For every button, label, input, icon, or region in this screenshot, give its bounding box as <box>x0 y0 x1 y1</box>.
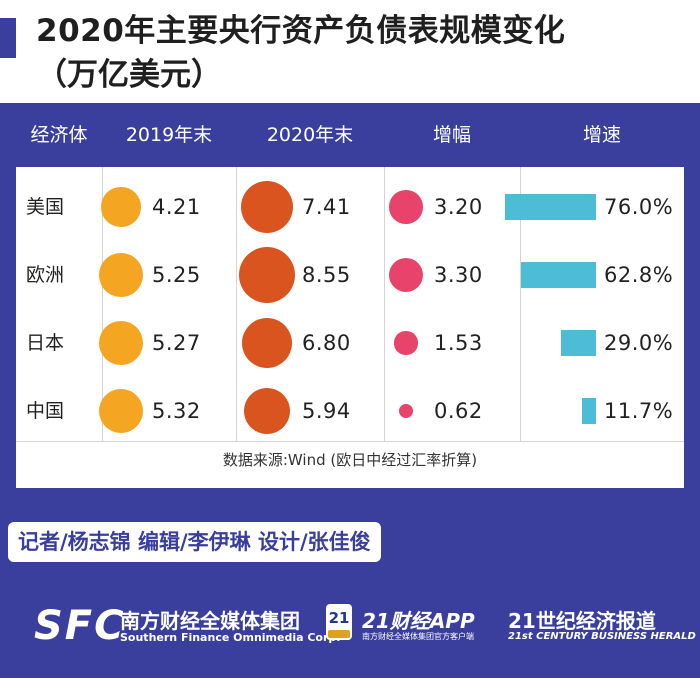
bubble-2019 <box>101 187 141 227</box>
data-source-note: 数据来源:Wind (欧日中经过汇率折算) <box>222 451 478 469</box>
value-2019: 5.27 <box>152 331 201 355</box>
economy-label: 中国 <box>26 400 65 422</box>
bubble-increase <box>398 403 414 419</box>
app-badge-number: 21 <box>328 609 350 627</box>
herald-name-en: 21st CENTURY BUSINESS HERALD <box>508 631 696 642</box>
table-row: 日本 5.27 6.80 1.53 29.0% <box>16 309 684 377</box>
header-increase: 增幅 <box>432 124 471 146</box>
value-2019: 5.25 <box>152 263 201 287</box>
value-2020: 8.55 <box>302 263 351 287</box>
bubble-2020 <box>240 180 294 234</box>
bubble-2019 <box>98 388 144 434</box>
column-divider <box>520 167 521 441</box>
bubble-2019 <box>99 321 143 365</box>
value-increase: 3.30 <box>434 263 483 287</box>
table-header: 经济体 2019年末 2020年末 增幅 增速 <box>16 103 684 167</box>
header-2020: 2020年末 <box>266 124 354 146</box>
value-increase: 0.62 <box>434 399 483 423</box>
economy-label: 欧洲 <box>26 264 65 286</box>
value-increase: 3.20 <box>434 195 483 219</box>
value-growth: 76.0% <box>604 195 674 219</box>
chart-title: 2020年主要央行资产负债表规模变化 <box>36 13 566 49</box>
value-growth: 29.0% <box>604 331 674 355</box>
value-growth: 11.7% <box>604 399 674 423</box>
app-title: 21财经APP <box>362 609 475 633</box>
economy-label: 日本 <box>26 332 65 354</box>
app-subtitle: 南方财经全媒体集团官方客户端 <box>362 632 474 641</box>
bubble-increase <box>389 190 423 224</box>
header-2019: 2019年末 <box>125 124 213 146</box>
value-2019: 5.32 <box>152 399 201 423</box>
value-2020: 6.80 <box>302 331 351 355</box>
header-economy: 经济体 <box>30 124 88 146</box>
growth-bar <box>504 194 596 220</box>
app-badge-icon: 21 <box>326 604 352 640</box>
footer-bar: SFC 南方财经全媒体集团 Southern Finance Omnimedia… <box>0 583 700 678</box>
table-row: 欧洲 5.25 8.55 3.30 62.8% <box>16 241 684 309</box>
bubble-2020 <box>242 318 292 368</box>
credits-line: 记者/杨志锦 编辑/李伊琳 设计/张佳俊 <box>8 522 381 562</box>
herald-name-cn: 21世纪经济报道 <box>508 609 656 633</box>
value-2019: 4.21 <box>152 195 201 219</box>
chart-subtitle: （万亿美元） <box>36 57 222 93</box>
bubble-increase <box>389 258 423 292</box>
value-increase: 1.53 <box>434 331 483 355</box>
sfc-logo: SFC <box>34 603 126 649</box>
growth-bar <box>561 330 596 356</box>
data-table-panel: 经济体 2019年末 2020年末 增幅 增速 美国 4.21 7.41 3.20 76… <box>16 103 684 488</box>
bubble-2020 <box>243 387 291 435</box>
column-divider <box>102 167 103 441</box>
column-divider <box>236 167 237 441</box>
app-badge-sfc <box>328 630 350 638</box>
value-2020: 5.94 <box>302 399 351 423</box>
table-row: 美国 4.21 7.41 3.20 76.0% <box>16 173 684 241</box>
growth-bar <box>520 262 596 288</box>
bubble-2020 <box>239 247 295 303</box>
group-name-en: Southern Finance Omnimedia Corp. <box>120 631 341 644</box>
title-accent-bar <box>0 18 16 58</box>
value-2020: 7.41 <box>302 195 351 219</box>
header-growth: 增速 <box>582 124 621 146</box>
group-name-cn: 南方财经全媒体集团 <box>120 609 300 633</box>
economy-label: 美国 <box>26 196 65 218</box>
value-growth: 62.8% <box>604 263 674 287</box>
bubble-2019 <box>99 253 143 297</box>
column-divider <box>384 167 385 441</box>
bubble-increase <box>394 331 418 355</box>
table-row: 中国 5.32 5.94 0.62 11.7% <box>16 377 684 445</box>
growth-bar <box>581 398 596 424</box>
table-bottom-rule <box>16 441 684 442</box>
